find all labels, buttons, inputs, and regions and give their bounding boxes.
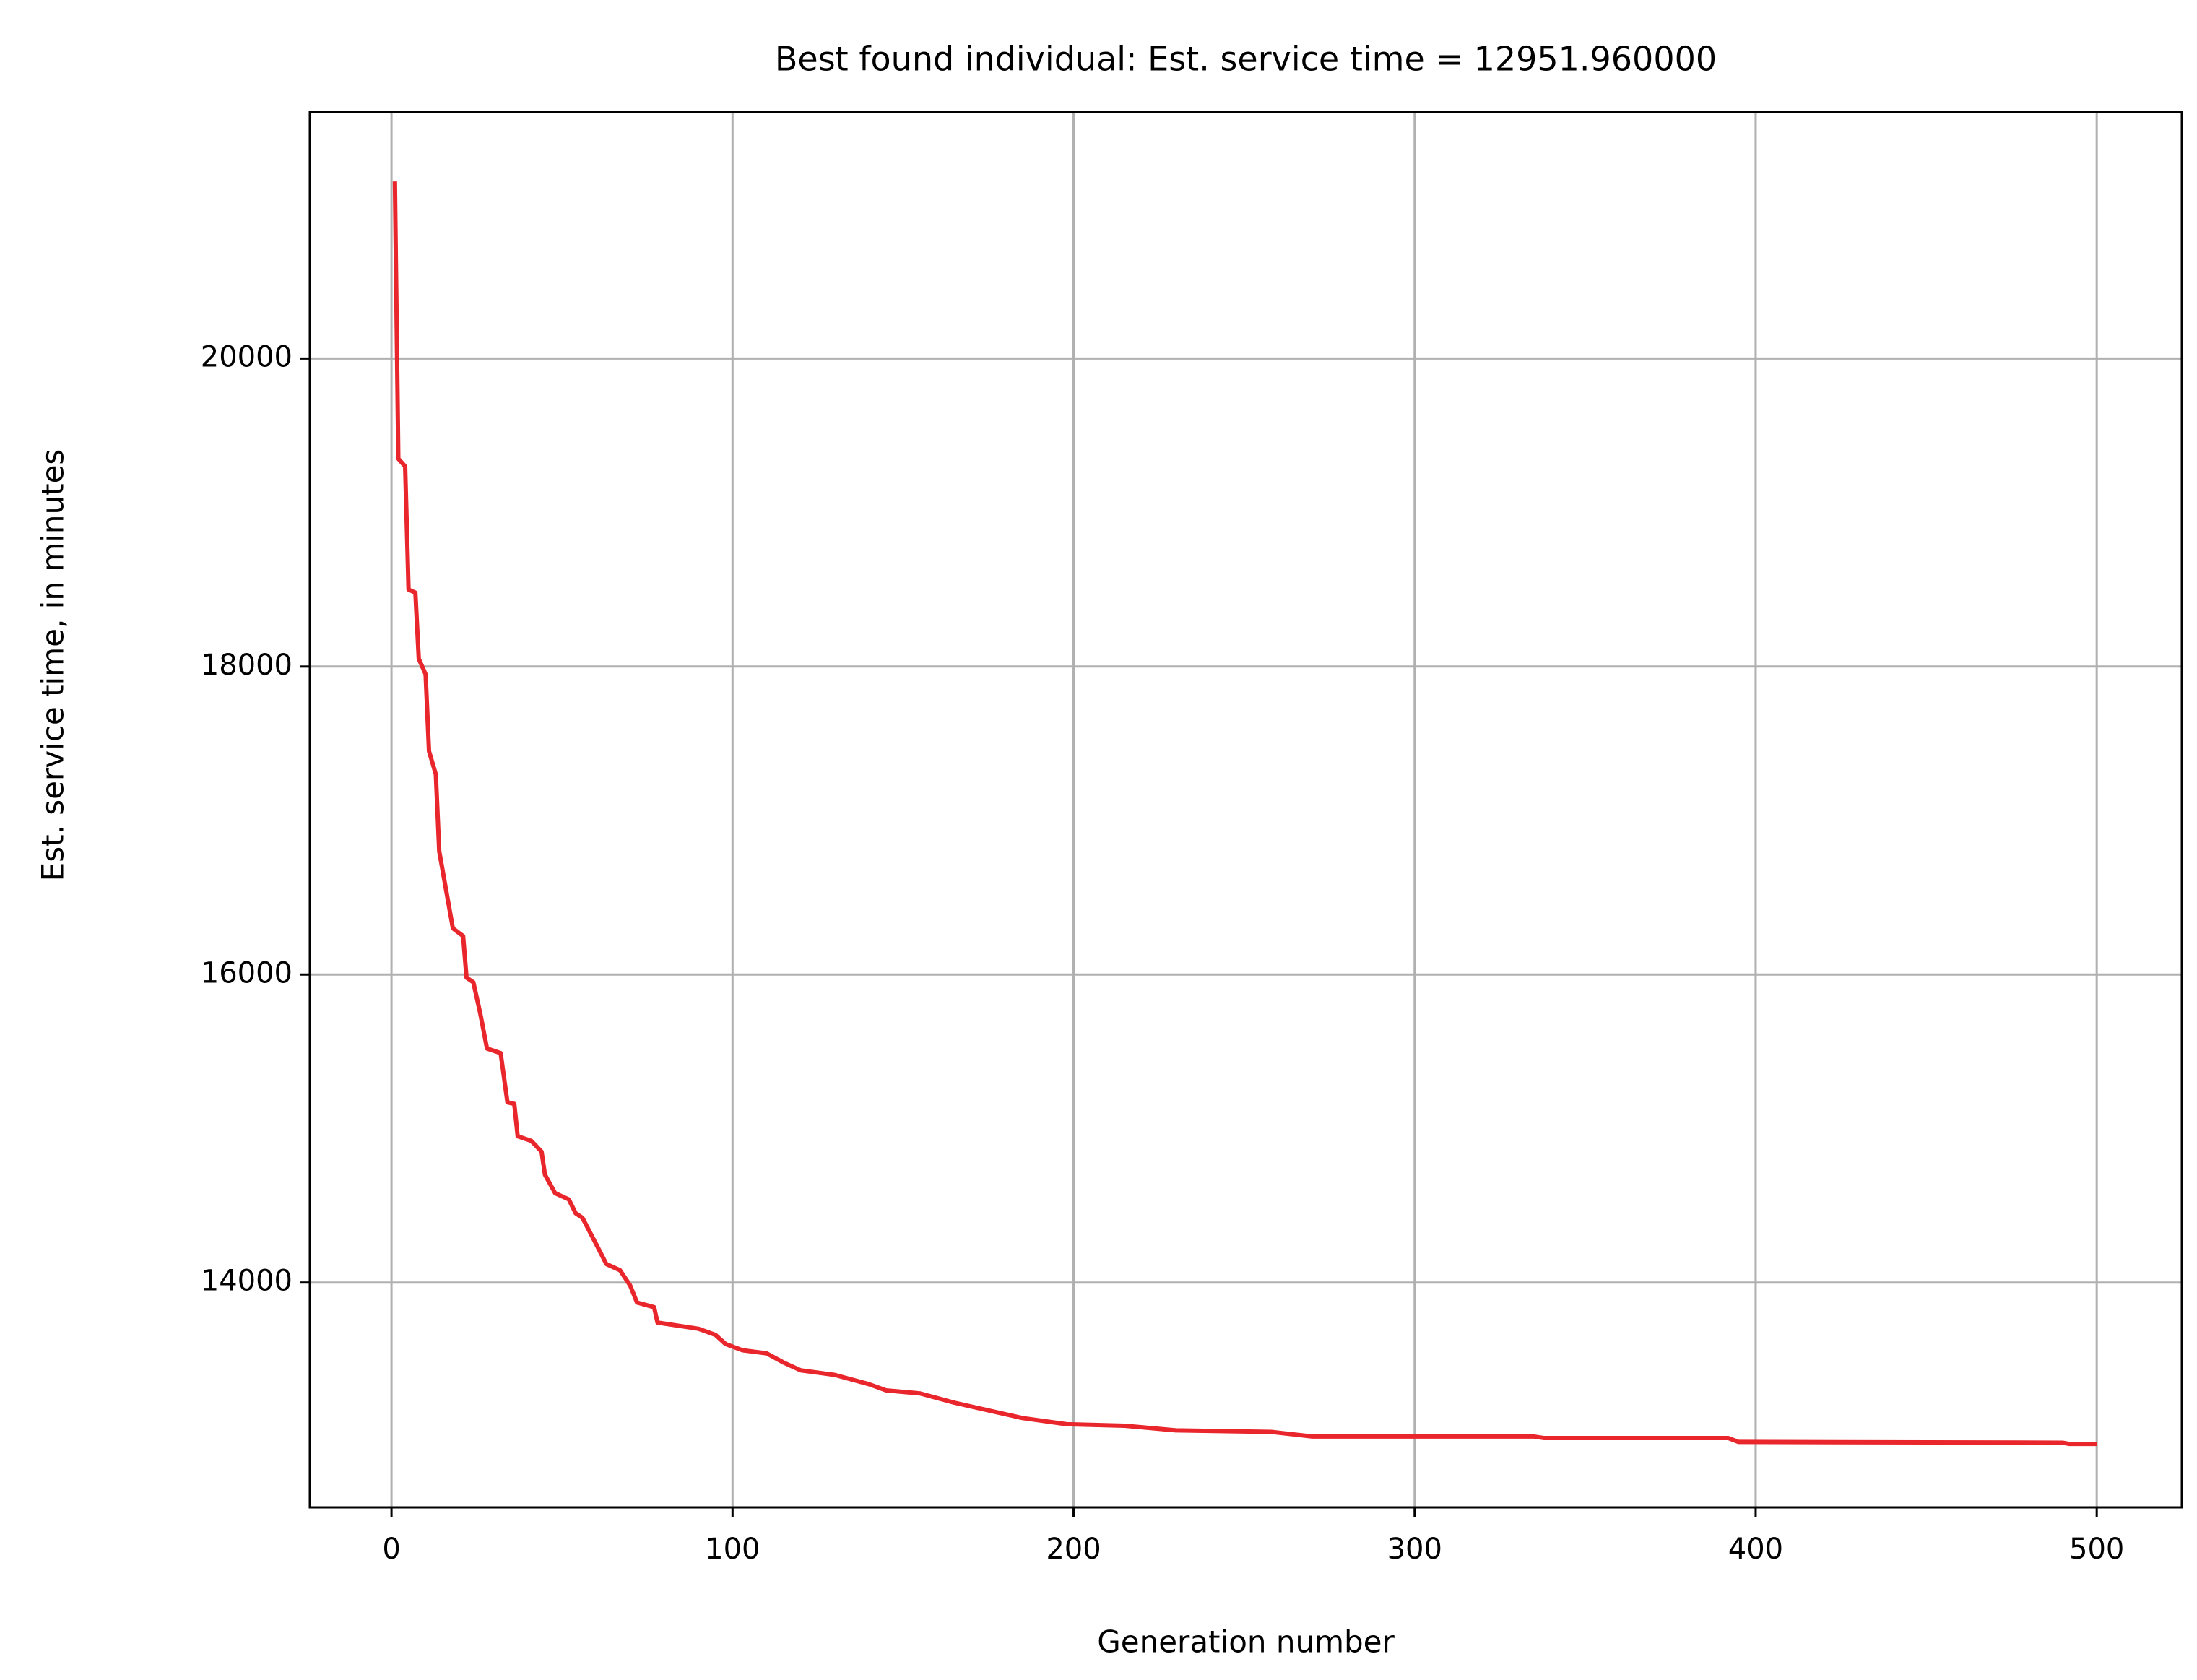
x-tick-label: 100 [705,1533,760,1566]
y-tick-label: 16000 [201,956,292,990]
y-tick-label: 18000 [201,649,292,682]
y-axis-label: Est. service time, in minutes [35,449,71,882]
x-axis-label: Generation number [1097,1624,1395,1660]
chart-title: Best found individual: Est. service time… [775,40,1717,79]
y-tick-label: 14000 [201,1265,292,1298]
x-tick-label: 200 [1046,1533,1101,1566]
x-tick-label: 0 [382,1533,400,1566]
x-tick-label: 400 [1728,1533,1783,1566]
x-tick-label: 500 [2069,1533,2124,1566]
data-line [392,181,2097,1447]
plot-frame [308,111,2183,1509]
x-tick-label: 300 [1387,1533,1442,1566]
y-tick-label: 20000 [201,340,292,373]
